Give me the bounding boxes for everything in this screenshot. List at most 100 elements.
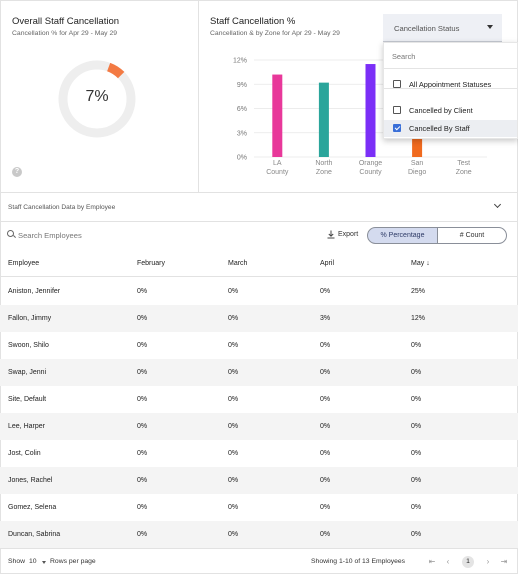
cell-april: 0% — [320, 369, 331, 376]
x-tick-label: Diego — [408, 169, 426, 176]
previous-page-icon[interactable]: ‹ — [446, 557, 450, 566]
table-row[interactable]: Swoon, Shilo 0% 0% 0% 0% — [0, 332, 518, 359]
cell-february: 0% — [137, 477, 148, 484]
overall-card-subtitle: Cancellation % for Apr 29 - May 29 — [12, 30, 118, 37]
cell-may: 0% — [411, 342, 422, 349]
overall-percent-label: 7% — [85, 88, 109, 105]
table-row[interactable]: Gomez, Selena 0% 0% 0% 0% — [0, 494, 518, 521]
employee-section-header[interactable]: Staff Cancellation Data by Employee — [0, 192, 518, 222]
bar — [412, 136, 423, 157]
checkbox-checked-icon[interactable] — [393, 124, 401, 132]
export-button[interactable]: Export — [338, 231, 359, 238]
rows-per-page-label: Rows per page — [50, 558, 96, 565]
table-row[interactable]: Aniston, Jennifer 0% 0% 0% 25% — [0, 278, 518, 305]
cell-april: 0% — [320, 450, 331, 457]
status-dropdown-menu: Search All Appointment Statuses Cancelle… — [383, 42, 518, 139]
show-label: Show — [8, 558, 26, 565]
bar — [318, 82, 329, 157]
y-tick-label: 6% — [237, 106, 247, 113]
table-row[interactable]: Fallon, Jimmy 0% 0% 3% 12% — [0, 305, 518, 332]
cell-april: 0% — [320, 477, 331, 484]
x-tick-label: LA — [273, 160, 282, 167]
checkbox-icon[interactable] — [393, 80, 401, 88]
table-row[interactable]: Site, Default 0% 0% 0% 0% — [0, 386, 518, 413]
cell-march: 0% — [228, 315, 239, 322]
column-header-employee[interactable]: Employee — [8, 260, 40, 267]
cell-may: 0% — [411, 369, 422, 376]
column-header-april[interactable]: April — [320, 260, 335, 267]
cell-may: 0% — [411, 450, 422, 457]
cell-april: 0% — [320, 396, 331, 403]
x-tick-label: Zone — [456, 169, 472, 176]
cancellation-status-label: Cancellation Status — [394, 24, 460, 33]
dropdown-item-label: All Appointment Statuses — [409, 80, 492, 89]
caret-up-icon — [487, 25, 493, 29]
column-header-march[interactable]: March — [228, 260, 248, 267]
next-page-icon[interactable]: › — [486, 557, 490, 566]
table-row[interactable]: Swap, Jenni 0% 0% 0% 0% — [0, 359, 518, 386]
cell-april: 0% — [320, 531, 331, 538]
y-tick-label: 12% — [233, 58, 247, 65]
checkbox-icon[interactable] — [393, 106, 401, 114]
sort-down-icon: ↓ — [426, 260, 430, 267]
overall-card-title: Overall Staff Cancellation — [12, 16, 120, 27]
cell-employee: Swap, Jenni — [8, 369, 47, 376]
cell-february: 0% — [137, 450, 148, 457]
cell-february: 0% — [137, 531, 148, 538]
cancellation-status-select[interactable]: Cancellation Status — [383, 14, 502, 42]
section-title: Staff Cancellation Data by Employee — [8, 204, 116, 211]
cell-march: 0% — [228, 369, 239, 376]
cell-employee: Fallon, Jimmy — [8, 315, 52, 322]
cell-march: 0% — [228, 531, 239, 538]
cell-may: 0% — [411, 396, 422, 403]
count-toggle-button[interactable]: # Count — [437, 227, 507, 244]
cell-employee: Gomez, Selena — [8, 504, 57, 511]
dropdown-item-cancelled-by-staff[interactable]: Cancelled By Staff — [384, 120, 517, 137]
table-row[interactable]: Lee, Harper 0% 0% 0% 0% — [0, 413, 518, 440]
search-employees-input[interactable] — [18, 229, 168, 241]
rows-per-page-select[interactable]: 10 — [29, 558, 37, 565]
cell-february: 0% — [137, 288, 148, 295]
help-icon[interactable]: ? — [12, 167, 22, 177]
divider — [384, 88, 517, 89]
cell-march: 0% — [228, 288, 239, 295]
x-tick-label: San — [411, 160, 424, 167]
page-button-current[interactable]: 1 — [462, 556, 474, 568]
cell-employee: Site, Default — [8, 396, 47, 403]
download-icon[interactable] — [327, 230, 335, 239]
dropdown-item-label: Cancelled By Staff — [409, 124, 470, 133]
column-header-may[interactable]: May ↓ — [411, 260, 430, 267]
dropdown-item-all-statuses[interactable]: All Appointment Statuses — [384, 76, 517, 93]
table-row[interactable]: Jones, Rachel 0% 0% 0% 0% — [0, 467, 518, 494]
cell-february: 0% — [137, 396, 148, 403]
table-row[interactable]: Jost, Colin 0% 0% 0% 0% — [0, 440, 518, 467]
dropdown-search-input[interactable]: Search — [392, 52, 416, 61]
staff-chart-subtitle: Cancellation & by Zone for Apr 29 - May … — [210, 30, 340, 37]
cell-march: 0% — [228, 477, 239, 484]
y-tick-label: 9% — [237, 82, 247, 89]
dropdown-item-cancelled-by-client[interactable]: Cancelled by Client — [384, 102, 517, 119]
cell-april: 0% — [320, 342, 331, 349]
cell-march: 0% — [228, 342, 239, 349]
overall-cancellation-card — [0, 0, 199, 192]
chevron-down-icon[interactable] — [493, 200, 502, 209]
last-page-icon[interactable]: ⇥ — [500, 557, 508, 566]
cell-february: 0% — [137, 369, 148, 376]
bar — [272, 74, 283, 157]
cell-march: 0% — [228, 504, 239, 511]
donut-track — [58, 60, 136, 138]
caret-down-icon — [42, 561, 46, 564]
dropdown-item-label: Cancelled by Client — [409, 106, 473, 115]
donut-segment — [106, 62, 125, 79]
cell-march: 0% — [228, 450, 239, 457]
first-page-icon[interactable]: ⇤ — [428, 557, 436, 566]
cell-employee: Aniston, Jennifer — [8, 288, 61, 295]
cell-april: 0% — [320, 288, 331, 295]
percentage-toggle-button[interactable]: % Percentage — [367, 227, 438, 244]
x-tick-label: Orange — [359, 160, 382, 167]
cell-february: 0% — [137, 504, 148, 511]
column-header-february[interactable]: February — [137, 260, 166, 267]
cell-employee: Swoon, Shilo — [8, 342, 49, 349]
cell-employee: Lee, Harper — [8, 423, 45, 430]
table-row[interactable]: Duncan, Sabrina 0% 0% 0% 0% — [0, 521, 518, 548]
